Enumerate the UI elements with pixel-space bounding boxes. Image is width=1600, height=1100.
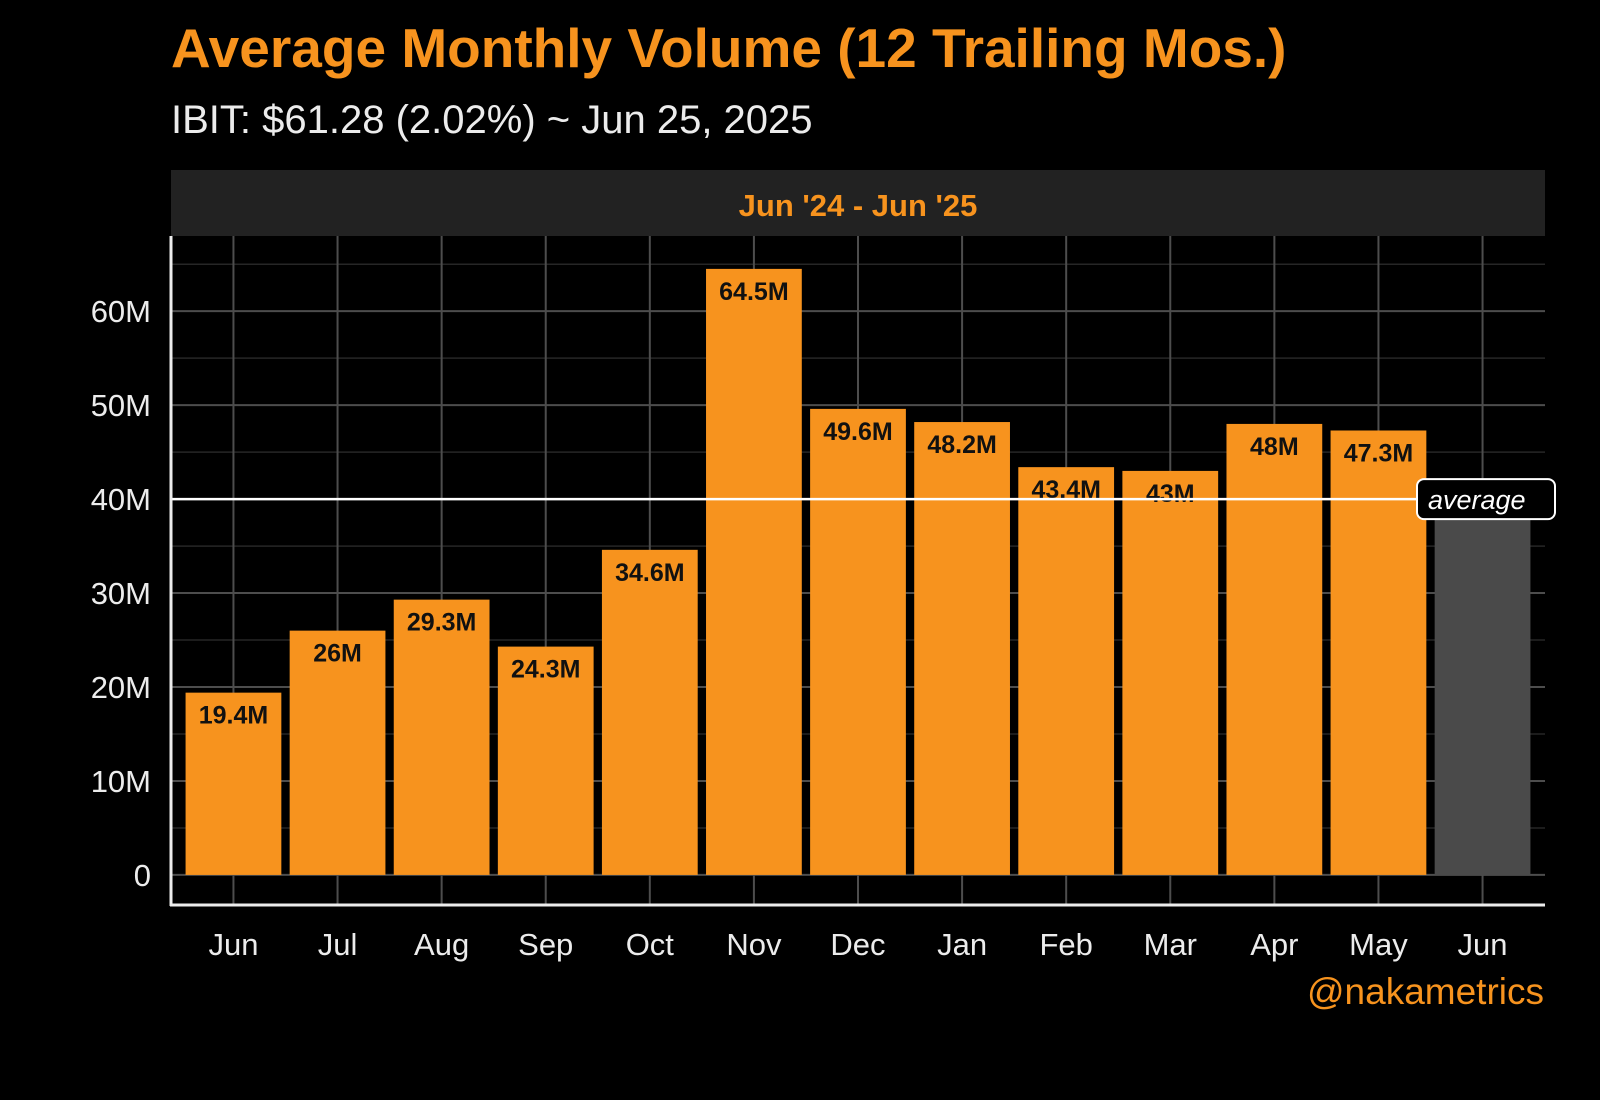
x-tick-label: Apr: [1250, 927, 1298, 962]
y-tick-label: 10M: [91, 764, 151, 799]
y-tick-label: 20M: [91, 670, 151, 705]
bar: [1226, 423, 1323, 875]
bar-value-label: 48M: [1250, 433, 1299, 461]
x-tick-label: Dec: [830, 927, 885, 962]
x-tick-label: May: [1349, 927, 1408, 962]
credit-handle: @nakametrics: [1306, 971, 1544, 1012]
bar: [289, 630, 386, 875]
bar: [497, 646, 594, 875]
bar: [706, 268, 802, 875]
x-tick-label: Sep: [518, 927, 573, 962]
bar-value-label: 19.4M: [199, 702, 268, 730]
y-tick-label: 40M: [91, 482, 151, 517]
bar-value-label: 48.2M: [927, 431, 996, 459]
bar-value-label: 24.3M: [511, 656, 580, 684]
bar-value-label: 29.3M: [407, 609, 476, 637]
x-tick-label: Feb: [1039, 927, 1092, 962]
bar: [914, 422, 1010, 875]
bar-value-label: 47.3M: [1344, 439, 1413, 467]
bar-value-label: 26M: [313, 640, 362, 668]
average-label-box: [1416, 478, 1556, 521]
bar: [601, 549, 698, 875]
y-tick-label: 30M: [91, 576, 151, 611]
bar-current-month: [1434, 503, 1531, 875]
bar-value-label: 43M: [1146, 480, 1195, 508]
bar: [1330, 430, 1427, 875]
y-tick-label: 0: [134, 858, 151, 893]
bar-value-label: 64.5M: [719, 278, 788, 306]
x-tick-label: Mar: [1144, 927, 1197, 962]
panel-strip-label: Jun '24 - Jun '25: [739, 188, 978, 223]
bar-value-label: 34.6M: [615, 559, 684, 587]
chart-subtitle: IBIT: $61.28 (2.02%) ~ Jun 25, 2025: [171, 98, 813, 142]
average-label: average: [1428, 485, 1526, 515]
axis-layer: 0 10M 20M 30M 40M 50M 60M Jun Jul Aug Sep Oct Nov Dec…: [91, 236, 1545, 962]
x-tick-label: Aug: [414, 927, 469, 962]
x-tick-label: Jun: [1458, 927, 1508, 962]
bar-layer: 19.4M 26M 29.3M 24.3M 34.6M 64.5M 49.6M 48.2M 43…: [185, 268, 1531, 875]
x-tick-label: Oct: [626, 927, 675, 962]
panel-strip: [171, 170, 1545, 236]
x-tick-label: Jul: [318, 927, 358, 962]
x-tick-label: Jun: [208, 927, 258, 962]
y-tick-label: 60M: [91, 294, 151, 329]
bar: [1122, 470, 1219, 875]
chart-title: Average Monthly Volume (12 Trailing Mos.…: [171, 17, 1287, 79]
bar-value-label: 49.6M: [823, 418, 892, 446]
reference-line-layer: average: [171, 478, 1556, 521]
bar: [393, 599, 490, 875]
bar: [1018, 467, 1115, 875]
bar: [810, 408, 906, 875]
x-tick-label: Nov: [726, 927, 782, 962]
x-tick-label: Jan: [937, 927, 987, 962]
bar: [185, 692, 282, 875]
y-tick-label: 50M: [91, 388, 151, 423]
